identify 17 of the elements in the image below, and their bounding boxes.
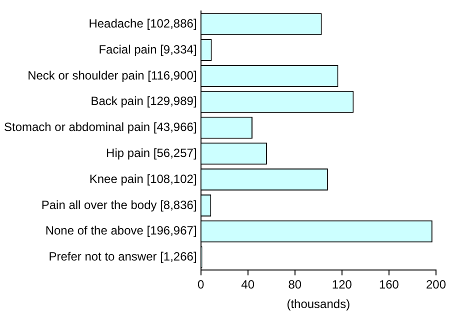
- y-tick-label: Neck or shoulder pain [116,900]: [28, 68, 197, 82]
- y-tick-label: Stomach or abdominal pain [43,966]: [4, 120, 197, 134]
- x-tick-label: 40: [241, 278, 255, 292]
- x-tick-label: 160: [378, 278, 400, 292]
- x-axis-title: (thousands): [286, 297, 350, 312]
- x-tick-label: 80: [288, 278, 302, 292]
- y-tick-label: Headache [102,886]: [88, 16, 197, 30]
- x-tick-label: 200: [426, 278, 446, 292]
- y-tick-label: None of the above [196,967]: [45, 224, 197, 238]
- x-tick-label: 120: [332, 278, 352, 292]
- x-tick-label: 0: [197, 278, 204, 292]
- y-tick-label: Facial pain [9,334]: [98, 42, 197, 56]
- y-tick-label: Pain all over the body [8,836]: [41, 198, 197, 212]
- y-tick-label: Back pain [129,989]: [90, 94, 197, 108]
- y-tick-label: Prefer not to answer [1,266]: [48, 250, 197, 264]
- y-tick-label: Knee pain [108,102]: [89, 172, 197, 186]
- y-tick-label: Hip pain [56,257]: [106, 146, 197, 160]
